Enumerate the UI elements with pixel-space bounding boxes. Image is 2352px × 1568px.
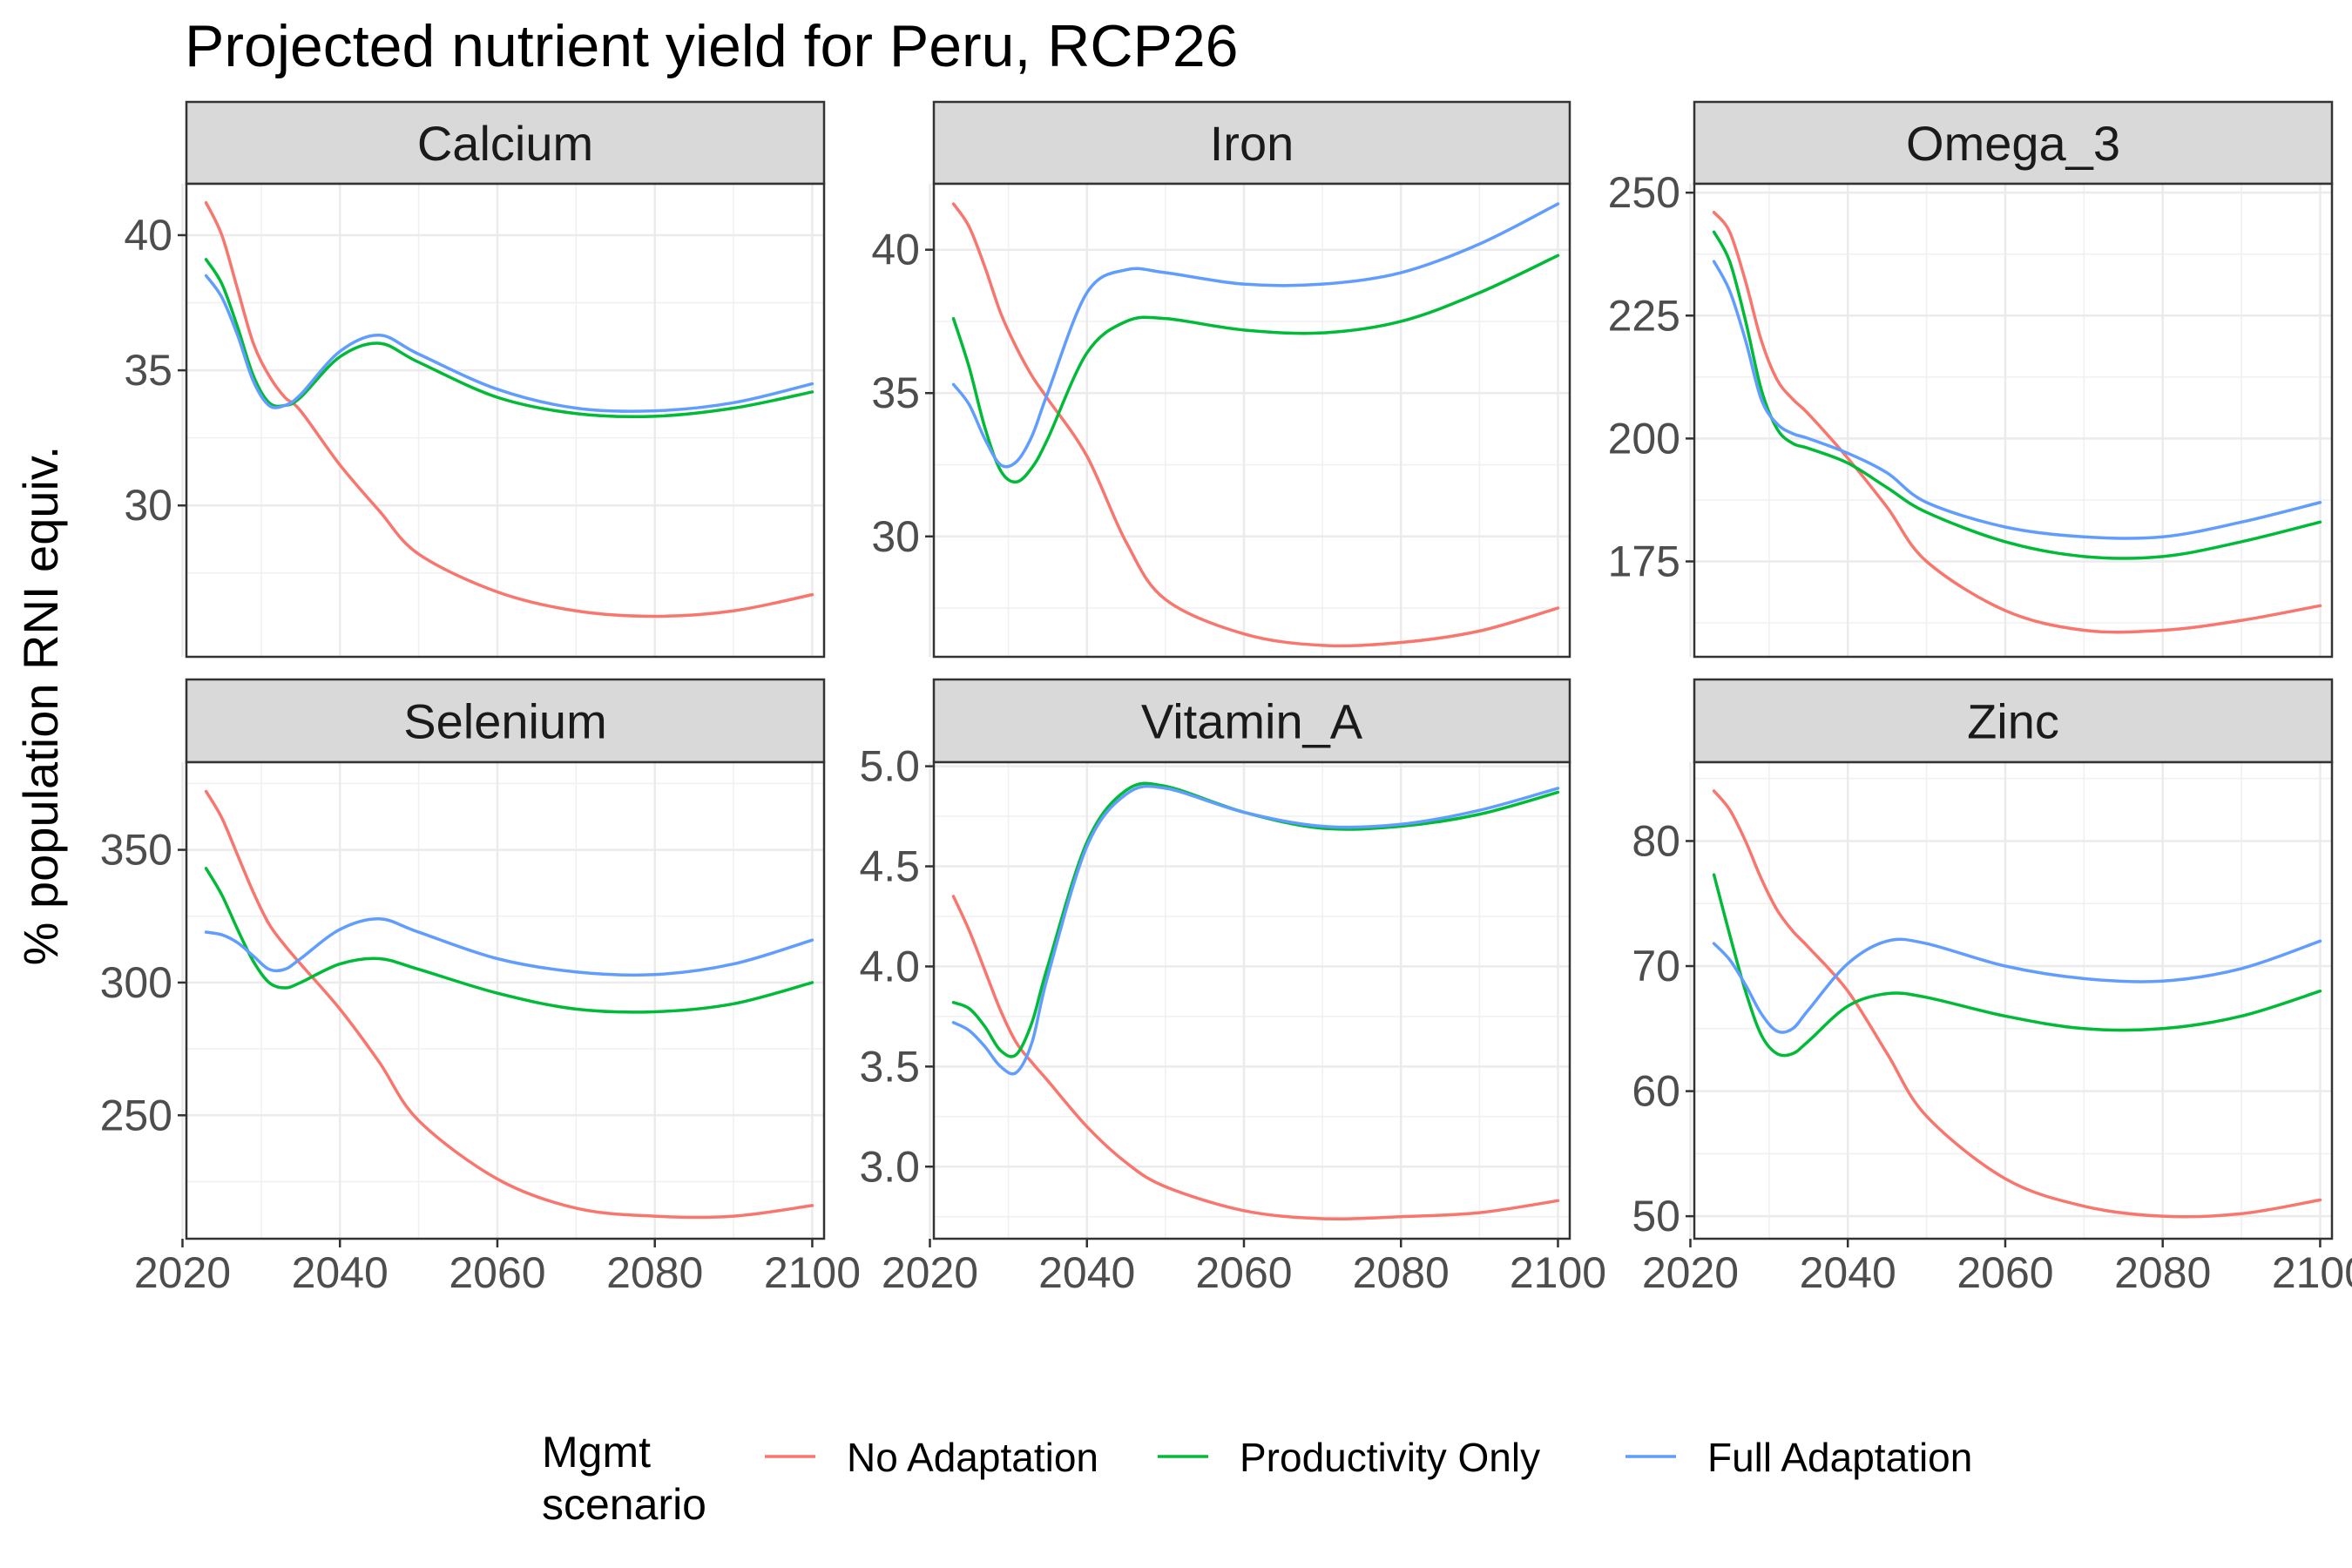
x-tick-label: 2060: [1195, 1248, 1292, 1297]
panel-calcium: Calcium 30 35 40: [124, 100, 826, 659]
chart-title: Projected nutrient yield for Peru, RCP26: [185, 13, 1239, 79]
strip-calcium: [185, 100, 826, 186]
y-tick-label: 40: [871, 226, 920, 274]
panel-border: [1693, 182, 2334, 659]
series-line-productivity-only: [951, 781, 1560, 1058]
y-tick-label: 4.0: [859, 942, 920, 990]
x-tick-label: 2060: [1957, 1248, 2053, 1297]
series-line-full-adaptation: [204, 917, 814, 977]
series-line-no-adaptation: [1712, 789, 2322, 1219]
y-tick-label: 225: [1608, 291, 1680, 340]
panel-zinc: Zinc 50 60 70 80 2020 2040 2060 2080 2100: [1632, 678, 2352, 1297]
y-tick-label: 30: [871, 512, 920, 561]
panel-border: [932, 182, 1571, 659]
strip-label-vitamin-a: Vitamin_A: [1141, 694, 1363, 749]
legend-label-no-adaptation: No Adaptation: [847, 1435, 1098, 1480]
y-tick-label: 175: [1608, 537, 1680, 585]
series-line-no-adaptation: [204, 789, 814, 1220]
panel-background: [186, 762, 824, 1239]
x-tick-label: 2100: [1510, 1248, 1606, 1297]
y-tick-label: 70: [1632, 942, 1680, 990]
series-line-full-adaptation: [204, 274, 814, 413]
y-tick-label: 30: [124, 481, 172, 530]
series-line-no-adaptation: [951, 895, 1560, 1221]
y-tick-label: 300: [100, 958, 172, 1007]
panel-border: [185, 182, 826, 659]
x-tick-label: 2020: [134, 1248, 231, 1297]
y-tick-label: 80: [1632, 816, 1680, 865]
panel-vitamin-a: Vitamin_A 3.0 3.5 4.0 4.5 5.0 2020 2040 2060 2080…: [859, 678, 1606, 1297]
x-tick-label: 2080: [606, 1248, 703, 1297]
panel-border: [1693, 760, 2334, 1240]
series-line-full-adaptation: [1712, 937, 2322, 1034]
legend-title-line: scenario: [542, 1480, 706, 1529]
x-tick-label: 2040: [1800, 1248, 1896, 1297]
strip-omega-3: [1693, 100, 2334, 186]
y-tick-label: 35: [871, 368, 920, 417]
panel-omega-3: Omega_3 175 200 225 250: [1608, 100, 2334, 659]
y-tick-label: 200: [1608, 414, 1680, 463]
legend-label-full-adaptation: Full Adaptation: [1707, 1435, 1972, 1480]
y-tick-label: 4.5: [859, 842, 920, 891]
series-line-full-adaptation: [1712, 260, 2322, 540]
panel-selenium: Selenium 250 300 350 2020 2040 2060 2080 2100: [100, 678, 861, 1297]
x-tick-label: 2060: [449, 1248, 545, 1297]
series-line-productivity-only: [1712, 873, 2322, 1058]
legend-title-line: Mgmt: [542, 1428, 651, 1477]
strip-zinc: [1693, 678, 2334, 764]
x-tick-label: 2100: [2272, 1248, 2352, 1297]
facet-panels: Calcium 30 35 40 Iron 30 35 40 Omega_3 175 200 225 2…: [100, 100, 2352, 1297]
series-line-no-adaptation: [1712, 210, 2322, 634]
panel-background: [934, 184, 1570, 657]
x-tick-label: 2020: [882, 1248, 978, 1297]
strip-label-iron: Iron: [1210, 116, 1294, 171]
legend-label-productivity-only: Productivity Only: [1240, 1435, 1540, 1480]
strip-label-calcium: Calcium: [417, 116, 593, 171]
series-line-full-adaptation: [951, 202, 1560, 469]
series-line-full-adaptation: [951, 784, 1560, 1076]
strip-selenium: [185, 678, 826, 764]
y-tick-label: 5.0: [859, 742, 920, 791]
y-axis-label: % population RNI equiv.: [13, 446, 68, 966]
series-line-productivity-only: [204, 258, 814, 419]
strip-label-omega-3: Omega_3: [1906, 116, 2120, 171]
y-tick-label: 50: [1632, 1192, 1680, 1240]
y-tick-label: 3.5: [859, 1042, 920, 1091]
x-tick-label: 2080: [2114, 1248, 2211, 1297]
x-tick-label: 2020: [1642, 1248, 1739, 1297]
x-tick-label: 2040: [292, 1248, 389, 1297]
strip-label-zinc: Zinc: [1967, 694, 2059, 749]
y-tick-label: 40: [124, 211, 172, 260]
series-line-no-adaptation: [204, 200, 814, 618]
series-line-productivity-only: [204, 867, 814, 1014]
y-tick-label: 3.0: [859, 1142, 920, 1191]
panel-background: [1694, 184, 2332, 657]
y-tick-label: 35: [124, 346, 172, 395]
strip-vitamin-a: [932, 678, 1571, 764]
series-line-productivity-only: [1712, 230, 2322, 560]
y-tick-label: 250: [100, 1091, 172, 1139]
panel-iron: Iron 30 35 40: [871, 100, 1571, 659]
y-tick-label: 350: [100, 826, 172, 875]
strip-label-selenium: Selenium: [403, 694, 606, 749]
y-tick-label: 60: [1632, 1067, 1680, 1116]
panel-border: [932, 760, 1571, 1240]
x-tick-label: 2080: [1353, 1248, 1450, 1297]
panel-background: [1694, 762, 2332, 1239]
y-tick-label: 250: [1608, 168, 1680, 217]
x-tick-label: 2100: [764, 1248, 861, 1297]
x-tick-label: 2040: [1038, 1248, 1135, 1297]
strip-iron: [932, 100, 1571, 186]
panel-background: [186, 184, 824, 657]
panel-border: [185, 760, 826, 1240]
series-line-no-adaptation: [951, 202, 1560, 648]
